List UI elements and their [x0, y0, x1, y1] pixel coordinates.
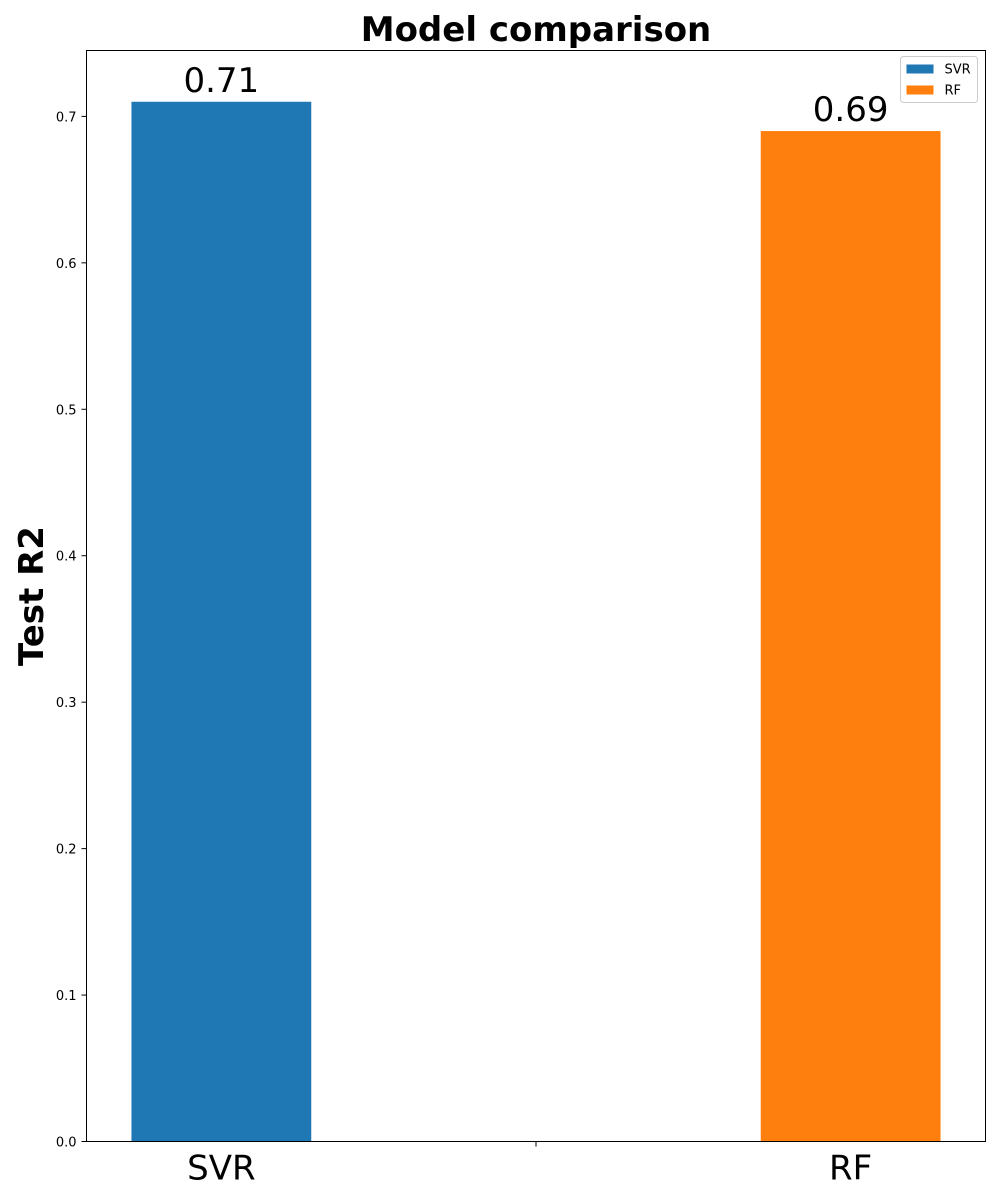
- y-tick-label: 0.5: [56, 403, 77, 418]
- y-tick-label: 0.7: [56, 110, 77, 125]
- y-tick-label: 0.2: [56, 843, 77, 858]
- legend-swatch-rf: [906, 85, 934, 95]
- y-tick-label: 0.1: [56, 989, 77, 1004]
- legend[interactable]: SVR RF: [900, 56, 978, 103]
- data-label-rf: 0.69: [813, 90, 889, 130]
- chart-title: Model comparison: [361, 10, 712, 50]
- y-tick-label: 0.0: [56, 1136, 77, 1151]
- legend-label-svr: SVR: [945, 63, 971, 78]
- x-axis: SVR RF: [187, 1141, 872, 1189]
- bar-svr: [131, 101, 312, 1142]
- y-tick-label: 0.3: [56, 696, 77, 711]
- x-tick-label: RF: [829, 1149, 872, 1189]
- data-labels-layer: 0.71 0.69: [183, 61, 888, 130]
- bar-rf: [760, 131, 941, 1142]
- bars-layer: [131, 101, 941, 1142]
- legend-label-rf: RF: [945, 84, 962, 99]
- y-tick-label: 0.6: [56, 257, 77, 272]
- y-axis: 0.0 0.1 0.2 0.3 0.4 0.5 0.6 0.7: [56, 110, 87, 1151]
- y-axis-label: Test R2: [12, 526, 52, 666]
- x-tick-label: SVR: [187, 1149, 255, 1189]
- plot-frame: [86, 50, 986, 1142]
- legend-swatch-svr: [906, 64, 934, 74]
- data-label-svr: 0.71: [183, 61, 259, 101]
- y-tick-label: 0.4: [56, 550, 77, 565]
